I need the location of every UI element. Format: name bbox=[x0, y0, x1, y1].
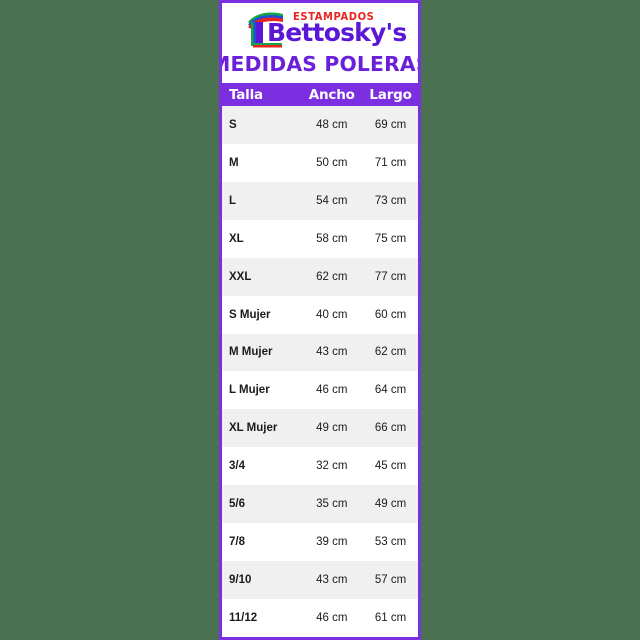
cell-ancho: 43 cm bbox=[316, 346, 348, 359]
cell-ancho: 46 cm bbox=[316, 384, 348, 397]
cell-ancho: 58 cm bbox=[316, 232, 348, 245]
bettoskys-logo: ESTAMPADOS Bettosky's bbox=[237, 9, 407, 49]
cell-largo: 69 cm bbox=[374, 118, 407, 131]
cell-talla: 9/10 bbox=[229, 574, 252, 587]
cell-talla: 11/12 bbox=[229, 611, 258, 624]
table-row: M 50 cm 71 cm bbox=[222, 143, 418, 182]
cell-largo: 49 cm bbox=[374, 498, 407, 511]
cell-largo: 66 cm bbox=[374, 422, 407, 435]
cell-talla: L bbox=[229, 194, 237, 207]
cell-ancho: 39 cm bbox=[316, 536, 348, 549]
cell-largo: 73 cm bbox=[374, 194, 407, 207]
cell-talla: XXL bbox=[229, 270, 252, 283]
column-header-largo: Largo bbox=[369, 86, 412, 103]
cell-ancho: 48 cm bbox=[316, 118, 348, 131]
logo-tagline: ESTAMPADOS bbox=[293, 11, 375, 23]
cell-ancho: 35 cm bbox=[316, 498, 348, 511]
cell-talla: 3/4 bbox=[229, 460, 245, 473]
table-row: 9/10 43 cm 57 cm bbox=[222, 561, 418, 599]
cell-ancho: 54 cm bbox=[316, 194, 348, 207]
cell-largo: 45 cm bbox=[374, 460, 407, 473]
cell-largo: 75 cm bbox=[374, 232, 407, 245]
page-title: MEDIDAS POLERAS bbox=[219, 52, 421, 76]
table-row: XL 58 cm 75 cm bbox=[222, 219, 418, 258]
cell-talla: L Mujer bbox=[229, 384, 270, 397]
cell-talla: S Mujer bbox=[229, 308, 271, 321]
cell-largo: 60 cm bbox=[374, 308, 407, 321]
cell-largo: 77 cm bbox=[374, 270, 407, 283]
table-row: L 54 cm 73 cm bbox=[222, 181, 418, 220]
table-header-row: Talla Ancho Largo bbox=[222, 85, 418, 106]
cell-largo: 53 cm bbox=[374, 536, 407, 549]
table-body: S 48 cm 69 cm M 50 cm 71 cm L 54 cm 73 cm XL 58 cm… bbox=[222, 106, 418, 637]
cell-largo: 62 cm bbox=[374, 346, 407, 359]
cell-talla: M Mujer bbox=[229, 346, 273, 359]
cell-ancho: 46 cm bbox=[316, 611, 348, 624]
cell-ancho: 62 cm bbox=[316, 270, 348, 283]
table-row: 7/8 39 cm 53 cm bbox=[222, 523, 418, 562]
table-row: M Mujer 43 cm 62 cm bbox=[222, 333, 418, 372]
cell-largo: 57 cm bbox=[374, 574, 407, 587]
table-row: 3/4 32 cm 45 cm bbox=[222, 447, 418, 486]
column-header-talla: Talla bbox=[229, 86, 263, 103]
column-header-ancho: Ancho bbox=[308, 86, 355, 103]
size-chart-card: ESTAMPADOS Bettosky's MEDIDAS POLERAS Ta… bbox=[219, 0, 421, 640]
cell-talla: XL Mujer bbox=[229, 422, 278, 435]
table-row: S Mujer 40 cm 60 cm bbox=[222, 295, 418, 334]
cell-largo: 61 cm bbox=[374, 611, 407, 624]
cell-talla: 5/6 bbox=[229, 498, 245, 511]
measurements-table: Talla Ancho Largo S 48 cm 69 cm M 50 cm 71 cm… bbox=[222, 83, 418, 637]
table-row: XXL 62 cm 77 cm bbox=[222, 257, 418, 296]
table-row: S 48 cm 69 cm bbox=[222, 106, 418, 144]
cell-ancho: 40 cm bbox=[316, 308, 348, 321]
table-row: 11/12 46 cm 61 cm bbox=[222, 598, 418, 637]
cell-talla: M bbox=[229, 156, 239, 169]
cell-talla: 7/8 bbox=[229, 536, 245, 549]
table-row: L Mujer 46 cm 64 cm bbox=[222, 371, 418, 410]
rainbow-swoosh-icon bbox=[248, 12, 283, 48]
cell-talla: XL bbox=[229, 232, 244, 245]
brand-header: ESTAMPADOS Bettosky's MEDIDAS POLERAS bbox=[222, 3, 418, 83]
cell-ancho: 50 cm bbox=[316, 156, 348, 169]
cell-ancho: 49 cm bbox=[316, 422, 348, 435]
cell-talla: S bbox=[229, 118, 237, 131]
cell-ancho: 32 cm bbox=[316, 460, 348, 473]
table-row: XL Mujer 49 cm 66 cm bbox=[222, 409, 418, 448]
cell-ancho: 43 cm bbox=[316, 574, 348, 587]
cell-largo: 64 cm bbox=[374, 384, 407, 397]
table-row: 5/6 35 cm 49 cm bbox=[222, 485, 418, 524]
logo-brand-name: Bettosky's bbox=[267, 18, 407, 47]
cell-largo: 71 cm bbox=[374, 156, 407, 169]
